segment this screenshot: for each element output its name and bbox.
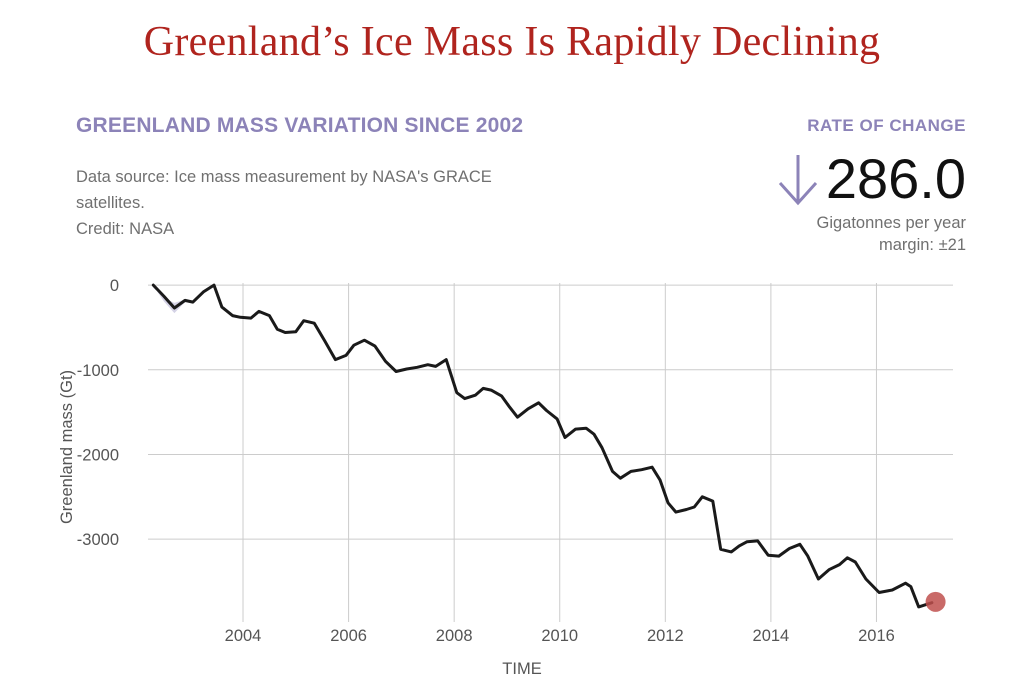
x-tick-label: 2012	[647, 627, 684, 645]
x-tick-label: 2004	[225, 627, 262, 645]
source-line: Data source: Ice mass measurement by NAS…	[76, 168, 492, 186]
rate-of-change-label: RATE OF CHANGE	[807, 116, 966, 135]
rate-margin: margin: ±21	[878, 236, 966, 254]
x-tick-label: 2016	[858, 627, 895, 645]
credit-line: Credit: NASA	[76, 220, 175, 238]
headline: Greenland’s Ice Mass Is Rapidly Declinin…	[143, 19, 881, 65]
down-arrow-icon	[778, 155, 817, 206]
y-tick-label: -1000	[77, 362, 119, 380]
uncertainty-band	[153, 284, 932, 609]
rate-of-change: 286.0	[776, 146, 966, 212]
rate-unit-block: Gigatonnes per year margin: ±21	[816, 212, 966, 256]
source-line: satellites.	[76, 194, 145, 212]
rate-value: 286.0	[825, 147, 966, 210]
x-tick-label: 2006	[330, 627, 367, 645]
y-tick-label: -3000	[77, 531, 119, 549]
x-tick-label: 2008	[436, 627, 473, 645]
latest-value-marker	[925, 591, 946, 612]
chart-title: GREENLAND MASS VARIATION SINCE 2002	[76, 114, 524, 137]
x-tick-label: 2014	[753, 627, 790, 645]
y-tick-label: -2000	[77, 446, 119, 464]
x-axis-label: TIME	[502, 660, 541, 678]
rate-unit: Gigatonnes per year	[816, 214, 966, 232]
y-axis-label: Greenland mass (Gt)	[58, 370, 76, 524]
x-tick-label: 2010	[541, 627, 578, 645]
data-source-note: Data source: Ice mass measurement by NAS…	[76, 164, 636, 242]
mass-series-line	[151, 283, 934, 609]
y-tick-label: 0	[110, 277, 119, 295]
